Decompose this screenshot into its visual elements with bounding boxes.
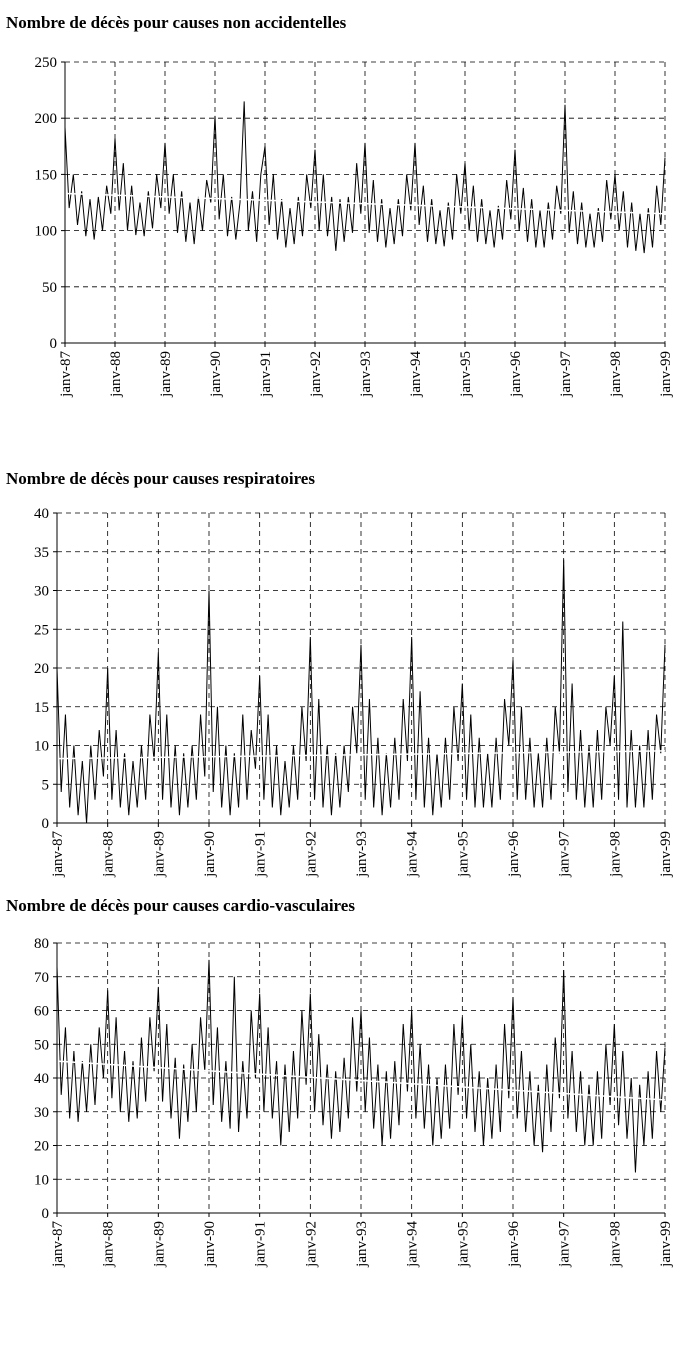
y-tick-label: 30 [34,1105,49,1121]
trend-line [56,750,666,760]
y-tick-label: 20 [34,661,49,677]
trend-line [64,192,666,215]
x-tick-label: janv-89 [158,351,174,398]
y-tick-label: 5 [42,777,50,793]
x-tick-label: janv-89 [151,831,167,878]
y-tick-label: 40 [34,506,49,522]
x-tick-label: janv-97 [557,831,573,878]
x-tick-label: janv-98 [607,831,623,878]
x-tick-label: janv-91 [253,831,269,878]
data-line [64,101,666,254]
y-tick-label: 0 [50,336,58,352]
y-tick-label: 50 [42,280,57,296]
y-tick-label: 15 [34,700,49,716]
x-tick-label: janv-92 [308,351,324,398]
x-tick-label: janv-93 [354,831,370,878]
x-tick-label: janv-92 [303,831,319,878]
x-tick-label: janv-97 [557,1221,573,1268]
x-tick-label: janv-93 [358,351,374,398]
x-tick-label: janv-99 [658,1221,674,1268]
y-tick-label: 25 [34,622,49,638]
y-tick-label: 35 [34,545,49,561]
x-tick-label: janv-95 [455,831,471,878]
x-tick-label: janv-91 [253,1221,269,1268]
y-tick-label: 10 [34,1172,49,1188]
chart-title: Nombre de décès pour causes cardio-vascu… [6,896,355,915]
x-tick-label: janv-87 [58,351,74,398]
x-tick-label: janv-90 [202,831,218,878]
y-tick-label: 0 [42,1206,50,1222]
y-tick-label: 70 [34,970,49,986]
x-tick-label: janv-94 [405,1221,421,1268]
x-tick-label: janv-94 [405,831,421,878]
data-line [56,959,666,1173]
y-tick-label: 0 [42,816,50,832]
x-tick-label: janv-95 [455,1221,471,1268]
x-tick-label: janv-87 [50,1221,66,1268]
x-tick-label: janv-88 [101,831,117,878]
x-tick-label: janv-96 [506,831,522,878]
y-tick-label: 150 [35,167,58,183]
y-tick-label: 50 [34,1037,49,1053]
chart-title: Nombre de décès pour causes non accident… [6,13,347,32]
y-tick-label: 250 [35,55,58,71]
y-tick-label: 40 [34,1071,49,1087]
x-tick-label: janv-96 [508,351,524,398]
x-tick-label: janv-99 [658,831,674,878]
x-tick-label: janv-91 [258,351,274,398]
x-tick-label: janv-94 [408,351,424,398]
y-tick-label: 60 [34,1004,49,1020]
y-tick-label: 30 [34,584,49,600]
y-tick-label: 20 [34,1139,49,1155]
x-tick-label: janv-90 [208,351,224,398]
x-tick-label: janv-96 [506,1221,522,1268]
x-tick-label: janv-98 [608,351,624,398]
x-tick-label: janv-97 [558,351,574,398]
x-tick-label: janv-98 [607,1221,623,1268]
x-tick-label: janv-99 [658,351,674,398]
chart-title: Nombre de décès pour causes respiratoire… [6,469,315,488]
x-tick-label: janv-92 [303,1221,319,1268]
y-tick-label: 80 [34,936,49,952]
x-tick-label: janv-87 [50,831,66,878]
data-line [56,559,666,824]
x-tick-label: janv-89 [151,1221,167,1268]
x-tick-label: janv-88 [101,1221,117,1268]
x-tick-label: janv-88 [108,351,124,398]
trend-line [56,1060,666,1101]
y-tick-label: 10 [34,739,49,755]
x-tick-label: janv-95 [458,351,474,398]
y-tick-label: 200 [35,111,58,127]
y-tick-label: 100 [35,224,58,240]
x-tick-label: janv-93 [354,1221,370,1268]
x-tick-label: janv-90 [202,1221,218,1268]
